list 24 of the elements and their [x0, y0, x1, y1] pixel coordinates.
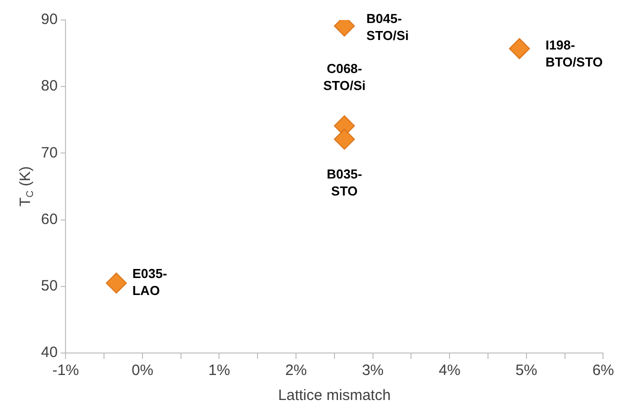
- y-tick-label: 90: [40, 11, 58, 28]
- x-tick-label: 1%: [208, 362, 230, 380]
- x-tick-label: 4%: [438, 362, 460, 380]
- y-tick-label: 60: [40, 210, 58, 228]
- annotation: B045-STO/Si: [366, 11, 409, 44]
- x-tick-label: 0%: [132, 362, 154, 380]
- x-axis-title: Lattice mismatch: [278, 387, 391, 404]
- x-tick-label: 6%: [592, 362, 614, 380]
- point: [334, 128, 355, 150]
- x-tick-label: 5%: [516, 362, 538, 380]
- x-tick-label: -1%: [52, 362, 80, 380]
- annotation: I198-BTO/STO: [545, 38, 603, 70]
- y-tick-label: 40: [40, 344, 58, 362]
- point: [508, 38, 530, 60]
- y-tick-label: 80: [40, 78, 58, 95]
- x-tick-label: 2%: [285, 362, 307, 380]
- x-tick-label: 3%: [362, 362, 384, 380]
- y-tick-label: 70: [40, 144, 58, 162]
- y-axis-title: TC (K): [17, 166, 36, 207]
- y-tick-label: 50: [40, 278, 58, 295]
- annotation: E035-LAO: [132, 266, 168, 298]
- annotation: B035-STO: [326, 166, 362, 198]
- point: [106, 272, 127, 294]
- annotation: C068-STO/Si: [323, 60, 366, 93]
